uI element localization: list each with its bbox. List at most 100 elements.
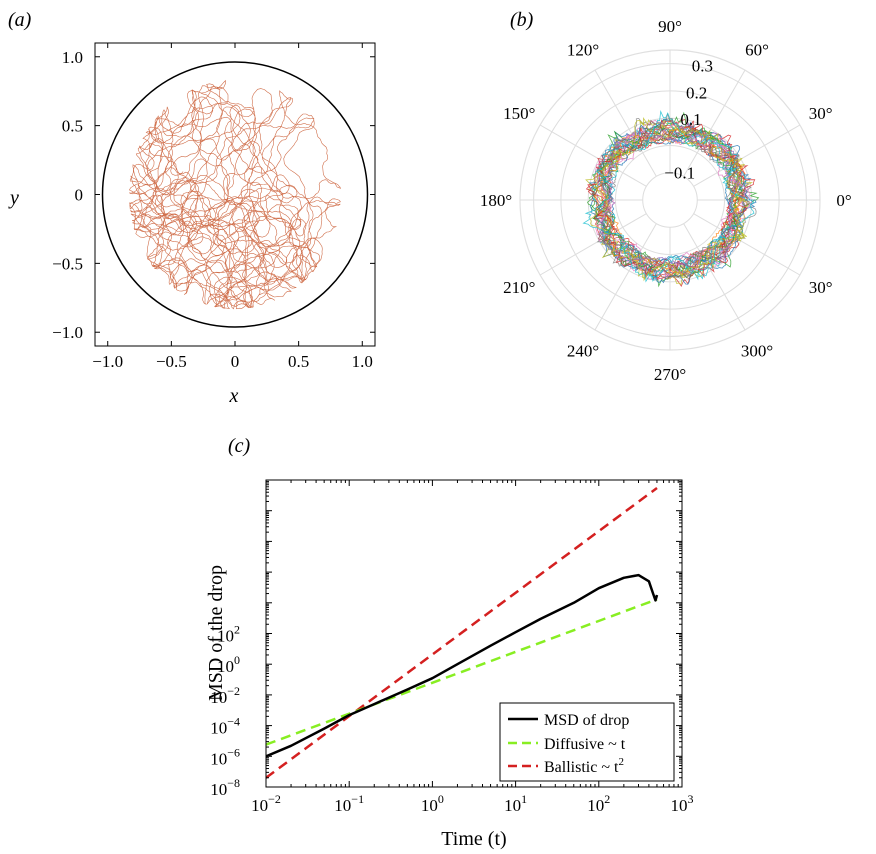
legend-label-msd: MSD of drop	[544, 712, 629, 729]
polar-angle-label: 30°	[809, 104, 833, 123]
polar-grid-spoke	[594, 223, 657, 331]
y-tick-label: 0	[75, 186, 84, 205]
tick-exponent: −8	[227, 776, 240, 790]
y-tick-label: 100	[217, 653, 240, 676]
polar-grid-spoke	[539, 124, 647, 187]
x-tick-label: −1.0	[92, 352, 123, 371]
legend-label-diffusive: Diffusive ~ t	[544, 736, 626, 753]
polar-angle-label: 90°	[658, 17, 682, 36]
polar-grid-spoke	[693, 213, 801, 276]
polar-angle-label: 60°	[745, 40, 769, 59]
polar-angle-label: 240°	[567, 342, 599, 361]
x-tick-label: 0.5	[288, 352, 309, 371]
panel-a-ylabel: y	[8, 187, 19, 209]
polar-series-line	[601, 130, 741, 271]
tick-base: 10	[217, 657, 234, 676]
polar-angle-label: 270°	[654, 365, 686, 384]
tick-exponent: −4	[227, 715, 240, 729]
polar-angle-label: 150°	[503, 104, 535, 123]
polar-series-line	[597, 124, 747, 275]
series-diffusive-line	[266, 598, 658, 746]
panel-a: (a) −1.0 −1.0 −0.5 −0.5 0 0 0.5 0.5 1.0 1.0 x y	[8, 9, 376, 407]
panel-a-ticks: −1.0 −1.0 −0.5 −0.5 0 0 0.5 0.5 1.0 1.0	[52, 43, 375, 371]
panel-c-legend: MSD of drop Diffusive ~ t Ballistic ~ t2	[499, 702, 675, 782]
series-msd-line	[266, 573, 659, 758]
y-tick-label: 102	[217, 623, 240, 646]
x-tick-label: 101	[504, 792, 527, 815]
polar-angle-label: 300°	[741, 342, 773, 361]
tick-exponent: −2	[227, 684, 240, 698]
x-tick-label: 100	[421, 792, 444, 815]
x-tick-label: −0.5	[156, 352, 187, 371]
polar-angle-label: 210°	[503, 278, 535, 297]
tick-base: 10	[217, 627, 234, 646]
panel-c-ticks: 10−2 10−1 100 101 102 10310−810−610−410−21001…	[210, 479, 694, 815]
y-tick-label: 10−8	[210, 776, 240, 799]
panel-a-axes-frame	[94, 42, 376, 347]
legend-label-ballistic-sup: 2	[618, 756, 624, 768]
y-tick-label: −0.5	[52, 254, 83, 273]
panel-b-polar-grid	[519, 49, 821, 351]
legend-label-ballistic-base: Ballistic ~ t	[544, 759, 619, 776]
tick-base: 10	[421, 796, 438, 815]
x-tick-label: 102	[587, 792, 610, 815]
tick-exponent: 1	[521, 792, 527, 806]
polar-radial-label: 0.1	[680, 110, 701, 129]
tick-exponent: 0	[234, 653, 240, 667]
polar-series-line	[592, 124, 743, 276]
polar-grid-spoke	[693, 124, 801, 187]
tick-exponent: 2	[604, 792, 610, 806]
tick-base: 10	[210, 719, 227, 738]
x-tick-label: 1.0	[352, 352, 373, 371]
polar-series-line	[588, 118, 757, 285]
tick-exponent: 2	[234, 623, 240, 637]
polar-radial-label: −0.1	[664, 163, 695, 182]
tick-exponent: −2	[268, 792, 281, 806]
polar-grid-spoke	[683, 69, 746, 177]
polar-grid-spoke	[683, 223, 746, 331]
polar-series-line	[582, 110, 755, 283]
tick-base: 10	[587, 796, 604, 815]
y-tick-label: 10−2	[210, 684, 240, 707]
panel-a-trajectory	[128, 79, 342, 310]
panel-a-label: (a)	[8, 9, 32, 31]
tick-base: 10	[334, 796, 351, 815]
polar-angle-label: 120°	[567, 40, 599, 59]
polar-angle-label: 30°	[809, 278, 833, 297]
panel-c-series	[266, 486, 659, 779]
x-tick-label: 10−1	[334, 792, 364, 815]
y-tick-label: 0.5	[62, 117, 83, 136]
tick-base: 10	[504, 796, 521, 815]
polar-grid-spoke	[539, 213, 647, 276]
tick-exponent: −6	[227, 745, 240, 759]
panel-b-series	[582, 110, 760, 288]
tick-base: 10	[210, 688, 227, 707]
y-tick-label: 1.0	[62, 48, 83, 67]
x-tick-label: 103	[671, 792, 694, 815]
panel-b-label: (b)	[510, 9, 534, 31]
legend-label-ballistic: Ballistic ~ t2	[544, 756, 624, 776]
panel-c-ylabel: MSD of the drop	[205, 565, 227, 701]
polar-series-line	[589, 119, 747, 282]
panel-c-label: (c)	[228, 435, 251, 457]
tick-exponent: 0	[438, 792, 444, 806]
polar-series-line	[597, 117, 744, 279]
panel-b: (b) 0° 30° 60° 90° 120° 150° 180° 210° 240° 270° 3…	[480, 9, 852, 384]
polar-angle-label: 180°	[480, 191, 512, 210]
x-tick-label: 0	[231, 352, 240, 371]
tick-base: 10	[210, 780, 227, 799]
y-tick-label: 10−4	[210, 715, 240, 738]
panel-c: (c) 10−2 10−1 100 101 102 10310−810−610−410−2…	[205, 435, 694, 850]
tick-base: 10	[210, 749, 227, 768]
panel-a-boundary-circle	[101, 61, 369, 328]
y-tick-label: −1.0	[52, 323, 83, 342]
y-tick-label: 10−6	[210, 745, 240, 768]
panel-c-xlabel: Time (t)	[441, 828, 506, 850]
tick-exponent: −1	[351, 792, 364, 806]
tick-base: 10	[671, 796, 688, 815]
trajectory-path	[128, 79, 342, 310]
polar-angle-label: 0°	[836, 191, 851, 210]
tick-exponent: 3	[688, 792, 694, 806]
polar-grid-spoke	[594, 69, 657, 177]
panel-a-xlabel: x	[229, 385, 239, 407]
